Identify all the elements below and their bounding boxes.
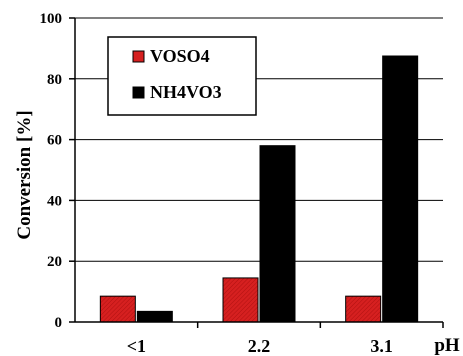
bar-nh4vo3-1 (259, 145, 296, 323)
legend-box (107, 36, 257, 116)
bar-nh4vo3-2 (382, 55, 419, 323)
bar-nh4vo3-0 (136, 310, 173, 323)
x-tick-label: <1 (127, 336, 146, 356)
bar-voso4-1 (222, 277, 259, 323)
y-tick-label: 100 (40, 11, 63, 27)
bars (99, 55, 419, 323)
y-tick-label: 60 (47, 133, 62, 149)
x-tick-label: 2.2 (248, 336, 271, 356)
legend-swatch-nh4vo3 (132, 86, 145, 99)
legend-swatch-voso4 (132, 50, 145, 63)
axes (69, 17, 444, 328)
legend: VOSO4 NH4VO3 (107, 36, 257, 116)
legend-label-voso4: VOSO4 (150, 46, 210, 66)
y-tick-labels: 0 20 40 60 80 100 (40, 11, 63, 331)
bar-voso4-0 (99, 295, 136, 323)
x-tick-labels: <1 2.2 3.1 (127, 336, 393, 356)
x-axis-title: pH (434, 335, 460, 356)
legend-label-nh4vo3: NH4VO3 (150, 82, 222, 102)
y-tick-label: 0 (55, 315, 63, 331)
y-tick-label: 40 (47, 193, 62, 209)
bar-voso4-2 (345, 295, 382, 323)
y-tick-label: 80 (47, 72, 62, 88)
y-tick-label: 20 (47, 254, 62, 270)
y-axis-title: Conversion [%] (14, 110, 35, 239)
x-tick-label: 3.1 (370, 336, 393, 356)
